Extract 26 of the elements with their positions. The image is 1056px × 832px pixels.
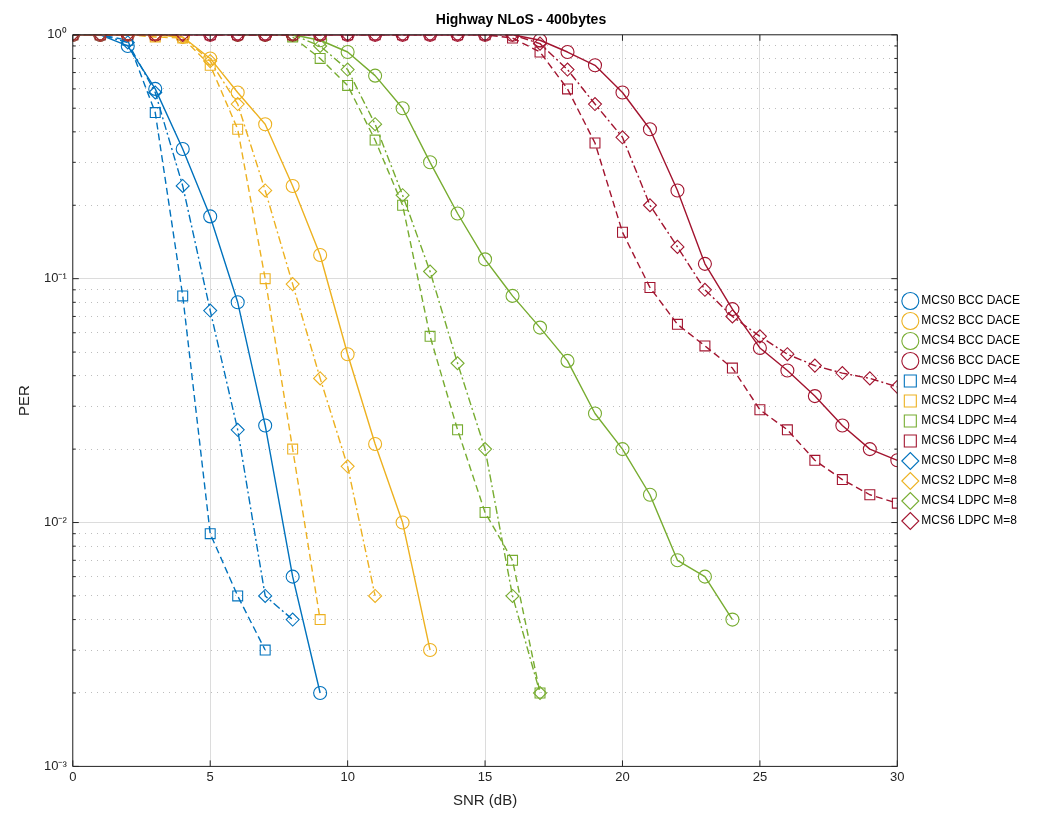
legend-label: MCS0 LDPC M=8: [921, 453, 1018, 468]
x-tick-label: 5: [206, 768, 214, 784]
x-tick-label: 30: [890, 768, 905, 784]
legend-label: MCS2 LDPC M=8: [921, 473, 1018, 488]
y-axis-title: PER: [15, 385, 33, 417]
legend-label: MCS4 LDPC M=4: [921, 413, 1018, 428]
y-tick-label: 10⁻³: [43, 757, 68, 773]
legend-label: MCS6 BCC DACE: [921, 353, 1020, 368]
legend-label: MCS0 LDPC M=4: [921, 373, 1018, 388]
x-axis-title: SNR (dB): [452, 791, 518, 809]
x-tick-label: 15: [477, 768, 493, 784]
legend-label: MCS2 LDPC M=4: [921, 393, 1018, 408]
x-tick-label: 25: [752, 768, 768, 784]
x-tick-label: 10: [340, 768, 355, 784]
chart-title: Highway NLoS - 400bytes: [435, 11, 607, 28]
y-tick-label: 10⁻²: [43, 514, 68, 530]
legend-label: MCS0 BCC DACE: [921, 293, 1020, 308]
y-tick-label: 10⁰: [47, 26, 67, 42]
y-tick-label: 10⁻¹: [43, 270, 68, 286]
legend-label: MCS6 LDPC M=4: [921, 433, 1018, 448]
legend-label: MCS6 LDPC M=8: [921, 513, 1018, 528]
x-tick-label: 20: [615, 768, 630, 784]
legend-label: MCS4 LDPC M=8: [921, 493, 1018, 508]
x-tick-label: 0: [69, 768, 77, 784]
legend-label: MCS4 BCC DACE: [921, 333, 1020, 348]
legend-label: MCS2 BCC DACE: [921, 313, 1020, 328]
